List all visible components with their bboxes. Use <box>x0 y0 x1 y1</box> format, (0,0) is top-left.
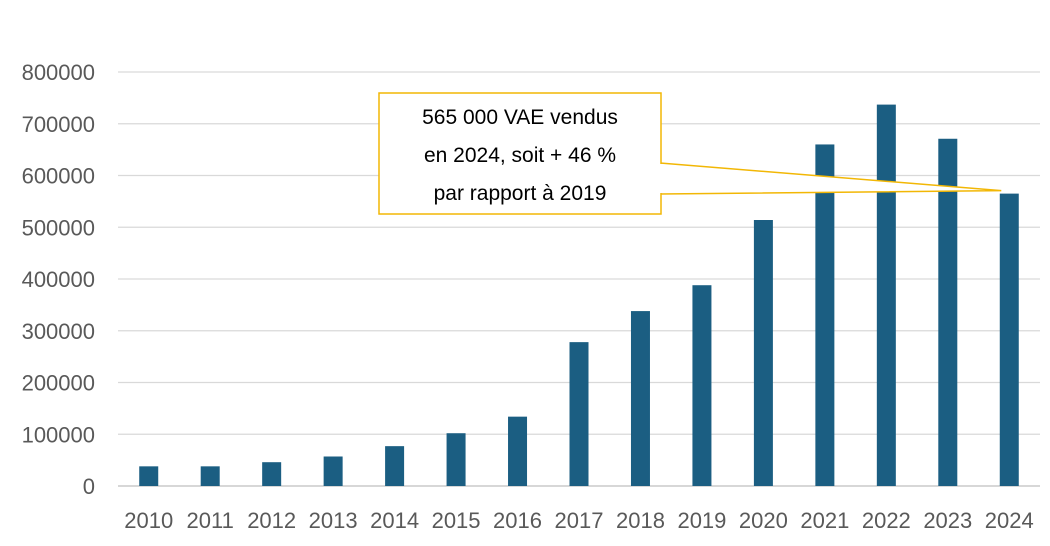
y-tick-label: 600000 <box>22 164 95 189</box>
bar-2023 <box>938 138 958 486</box>
bar-2021 <box>815 144 835 486</box>
bar-2012 <box>262 462 282 486</box>
callout-line-1: 565 000 VAE vendus <box>422 106 618 129</box>
y-tick-label: 800000 <box>22 60 95 85</box>
x-tick-label-2018: 2018 <box>616 508 665 533</box>
bar-2014 <box>385 446 405 486</box>
y-tick-label: 500000 <box>22 215 95 240</box>
x-tick-label-2022: 2022 <box>862 508 911 533</box>
x-tick-label-2010: 2010 <box>124 508 173 533</box>
y-tick-label: 300000 <box>22 319 95 344</box>
y-tick-label: 700000 <box>22 112 95 137</box>
x-tick-label-2012: 2012 <box>247 508 296 533</box>
bar-2015 <box>446 433 466 486</box>
y-tick-label: 400000 <box>22 267 95 292</box>
x-tick-label-2014: 2014 <box>370 508 419 533</box>
bars <box>139 104 1019 487</box>
callout-box <box>378 92 662 215</box>
annotation-callout: 565 000 VAE vendus en 2024, soit + 46 % … <box>378 92 1002 215</box>
bar-2016 <box>508 416 528 486</box>
bar-2022 <box>876 104 896 486</box>
x-tick-label-2011: 2011 <box>187 508 234 533</box>
x-tick-label-2020: 2020 <box>739 508 788 533</box>
gridlines <box>118 71 1040 487</box>
x-axis-tick-labels: 2010 2011 2012 2013 2014 2015 2016 2017 2018 2019… <box>124 508 1033 533</box>
bar-2020 <box>753 220 773 486</box>
bar-2017 <box>569 342 589 486</box>
x-tick-label-2024: 2024 <box>985 508 1034 533</box>
bar-2011 <box>200 466 220 486</box>
callout-line-2: en 2024, soit + 46 % <box>424 144 616 167</box>
bar-2010 <box>139 466 159 486</box>
x-tick-label-2013: 2013 <box>309 508 358 533</box>
x-tick-label-2021: 2021 <box>800 508 849 533</box>
y-tick-label: 0 <box>83 474 95 499</box>
bar-2013 <box>323 456 343 486</box>
bar-2018 <box>630 311 650 486</box>
x-tick-label-2019: 2019 <box>677 508 726 533</box>
y-axis-tick-labels: 0 100000 200000 300000 400000 500000 600000 700… <box>22 60 95 499</box>
x-tick-label-2023: 2023 <box>923 508 972 533</box>
y-tick-label: 200000 <box>22 371 95 396</box>
x-tick-label-2017: 2017 <box>555 508 604 533</box>
y-tick-label: 100000 <box>22 422 95 447</box>
bar-2019 <box>692 285 712 486</box>
callout-line-3: par rapport à 2019 <box>434 182 607 205</box>
x-tick-label-2016: 2016 <box>493 508 542 533</box>
bar-2024 <box>999 193 1019 487</box>
x-tick-label-2015: 2015 <box>432 508 481 533</box>
